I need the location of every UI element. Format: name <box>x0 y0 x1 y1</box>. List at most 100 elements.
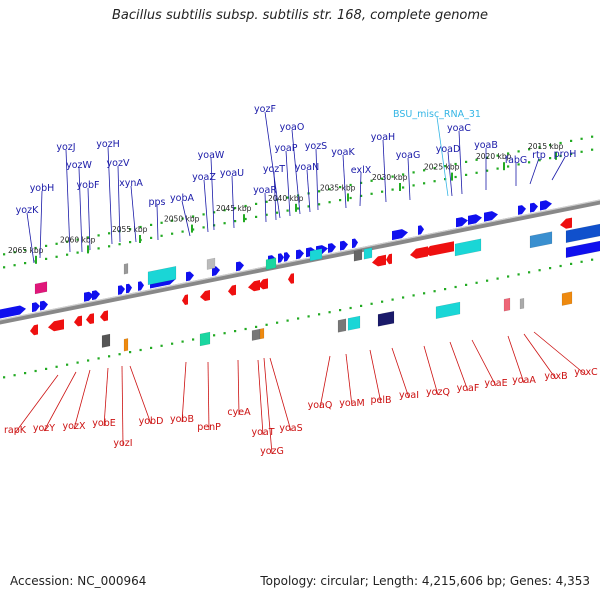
reverse-gene-label: yoaF <box>457 383 480 394</box>
gene-labels: yozK yobH yozJ yozW yobF yozH yozV xynA pps yobA y… <box>4 104 598 457</box>
track-dot <box>496 154 499 157</box>
leader-line <box>117 165 121 243</box>
forward-gene <box>418 225 424 235</box>
track-dot <box>454 162 457 166</box>
track-dot <box>223 209 226 212</box>
track-dot <box>465 173 468 176</box>
forward-gene-label: yoaB <box>474 140 498 151</box>
reverse-gene-label: yoaM <box>339 398 364 409</box>
leader-line <box>359 172 362 207</box>
feature-block <box>259 327 265 340</box>
reverse-gene <box>228 284 236 296</box>
track-dot <box>297 207 300 210</box>
track-dot <box>580 150 583 153</box>
feature-block <box>347 315 361 331</box>
reverse-gene <box>288 273 294 284</box>
leader-line <box>291 129 301 215</box>
track-dot <box>139 348 142 352</box>
track-dot <box>349 183 352 187</box>
feature-block <box>363 247 373 260</box>
rna-feature-label: BSU_misc_RNA_31 <box>393 109 481 120</box>
track-dot <box>213 334 216 337</box>
track-dot <box>559 141 562 145</box>
forward-gene <box>468 214 482 225</box>
feature-block <box>34 281 48 295</box>
forward-gene-label: yobF <box>77 180 100 191</box>
track-dot <box>171 232 174 235</box>
leader-line <box>65 149 71 253</box>
reverse-gene-label: pelB <box>370 395 391 406</box>
track-dot <box>591 135 594 138</box>
forward-gene-label: fabG <box>505 155 528 166</box>
feature-block <box>565 240 600 259</box>
track-dot <box>255 325 258 328</box>
forward-gene-label: yoaG <box>396 150 421 161</box>
forward-gene <box>456 217 468 228</box>
reverse-gene-label: yobD <box>139 416 164 427</box>
track-dot <box>423 169 426 172</box>
track-dot <box>276 211 279 214</box>
scale-label: 2030 kbp <box>372 173 408 182</box>
track-dot <box>244 327 247 331</box>
track-dot <box>202 226 205 229</box>
scale-ticks: 2065 kbp 2060 kbp 2055 kbp 2050 kbp 2045 kbp… <box>8 142 564 264</box>
track-dot <box>297 317 300 320</box>
reverse-gene-label: yozX <box>63 421 86 432</box>
forward-gene <box>0 305 26 319</box>
feature-glyphs <box>0 200 600 352</box>
track-dot <box>444 165 447 168</box>
forward-gene-label: yozJ <box>56 142 75 153</box>
track-dot <box>570 152 573 155</box>
track-dot <box>181 340 184 343</box>
forward-gene <box>236 261 244 272</box>
scale-label: 2035 kbp <box>320 183 356 192</box>
leader-line <box>315 148 319 211</box>
forward-gene <box>92 290 100 301</box>
leader-line <box>507 335 525 384</box>
reverse-gene-label: yozY <box>33 423 55 434</box>
track-dot <box>444 178 447 181</box>
forward-gene-label: yoaN <box>295 162 319 173</box>
forward-gene-label: yoaU <box>220 168 244 179</box>
track-dot <box>87 359 90 362</box>
track-dot <box>265 323 268 326</box>
leader-line <box>369 349 382 404</box>
scale-label: 2020 kbp <box>476 152 512 161</box>
reverse-gene-label: yoaT <box>251 427 274 438</box>
leader-line <box>449 341 469 392</box>
track-dot <box>528 271 531 274</box>
leader-line <box>87 187 91 251</box>
track-dot <box>108 245 111 248</box>
track-dot <box>265 200 268 203</box>
forward-gene <box>278 253 284 263</box>
leader-line <box>257 359 264 436</box>
scale-label: 2050 kbp <box>164 215 200 224</box>
track-dot <box>475 171 478 174</box>
reverse-gene-label: yozG <box>260 446 284 457</box>
reverse-gene <box>48 319 64 332</box>
track-dot <box>3 266 6 269</box>
track-dot <box>381 300 384 303</box>
track-dot <box>171 342 174 345</box>
track-dot <box>423 292 426 295</box>
leader-line <box>471 339 497 387</box>
feature-block <box>309 248 323 262</box>
leader-line <box>103 367 109 427</box>
forward-gene-label: proH <box>554 149 577 160</box>
track-dot <box>171 219 174 222</box>
forward-gene <box>328 243 336 253</box>
reverse-gene <box>74 315 82 327</box>
track-dot <box>139 225 142 229</box>
track-dot <box>234 330 237 333</box>
feature-block <box>147 265 177 286</box>
track-dot <box>202 213 205 216</box>
track-dot <box>591 148 594 151</box>
forward-gene <box>518 205 526 215</box>
scale-label: 2045 kbp <box>216 204 252 213</box>
accession-text: Accession: NC_000964 <box>10 574 147 588</box>
track-dot <box>13 251 16 254</box>
track-dot <box>360 194 363 197</box>
reverse-gene <box>200 290 210 301</box>
track-dot <box>3 253 6 256</box>
feature-block <box>435 301 461 320</box>
